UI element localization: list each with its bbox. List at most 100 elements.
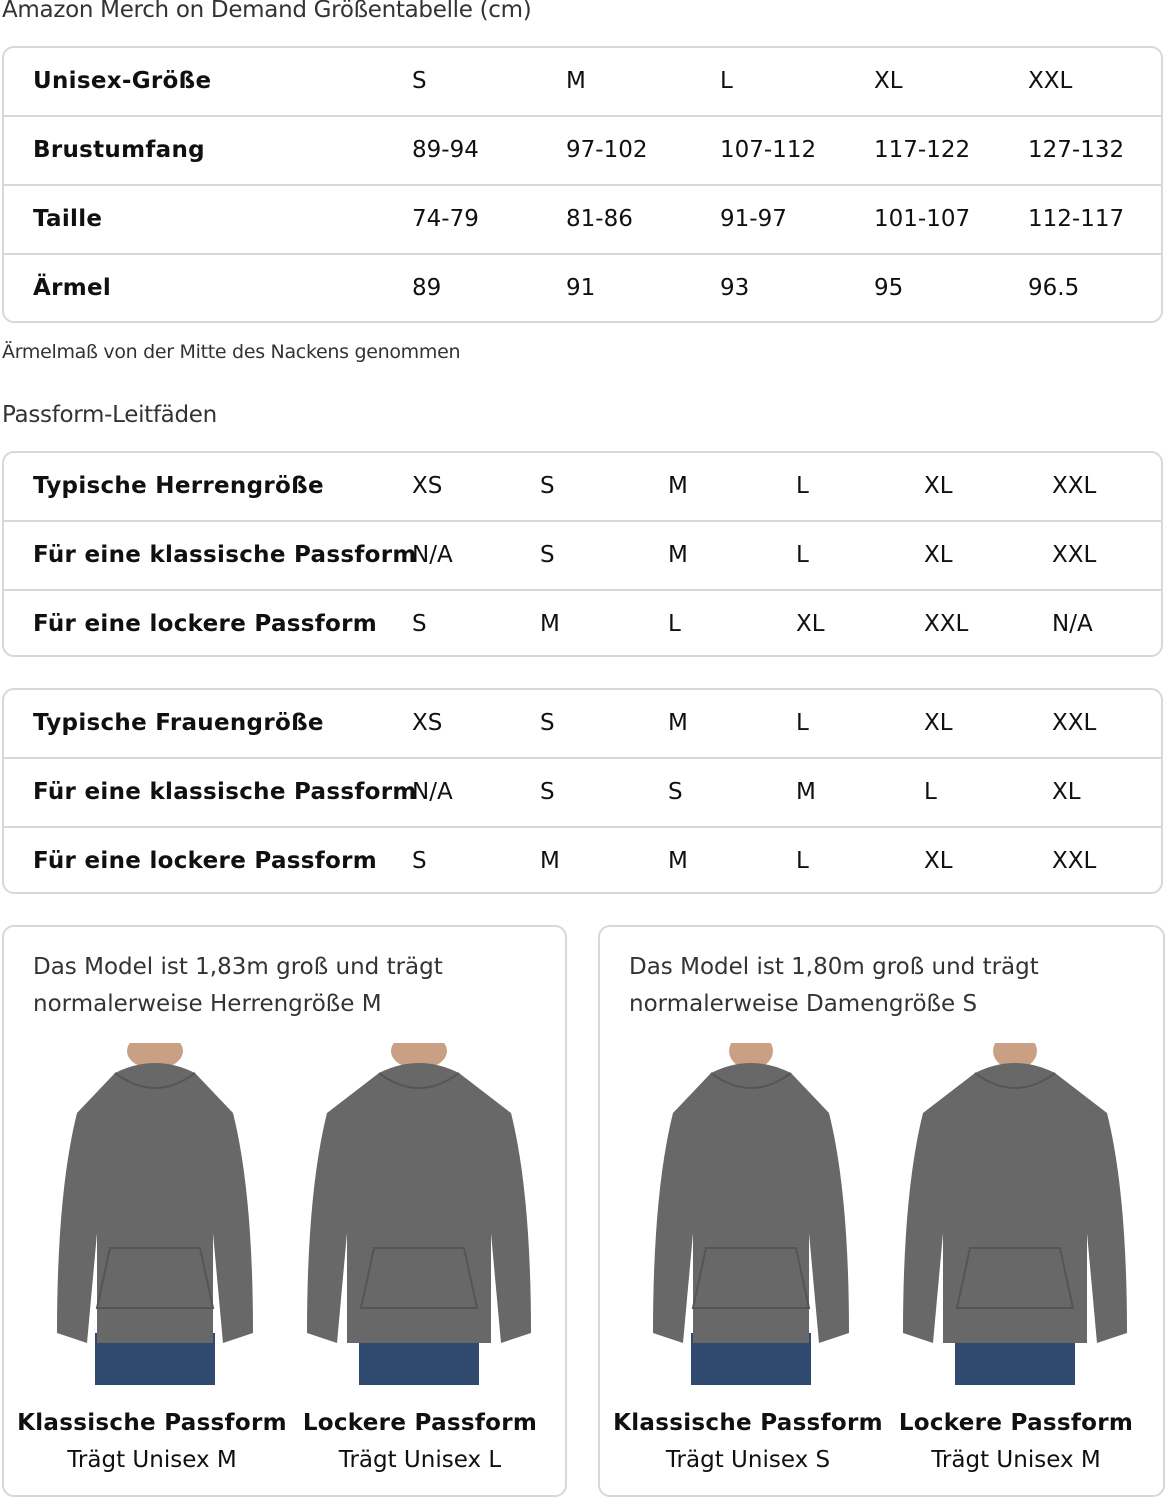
table-cell: 89	[412, 275, 442, 301]
fit-caption: Lockere Passform Trägt Unisex M	[881, 1405, 1151, 1479]
table-cell: M	[540, 611, 560, 637]
table-cell: 74-79	[412, 206, 479, 232]
table-cell: M	[540, 848, 560, 874]
table-cell: 96.5	[1028, 275, 1080, 301]
pocket	[359, 1247, 479, 1309]
table-row: Taille 74-79 81-86 91-97 101-107 112-117	[4, 186, 1161, 255]
table-cell: 101-107	[874, 206, 971, 232]
table-cell: L	[796, 710, 809, 736]
table-cell: XXL	[1052, 848, 1097, 874]
model-photo	[900, 1033, 1130, 1385]
table-cell: L	[720, 68, 733, 94]
hood	[378, 1072, 460, 1089]
table-cell: 127-132	[1028, 137, 1125, 163]
fit-size: Trägt Unisex L	[338, 1447, 502, 1473]
fit-guide-title: Passform-Leitfäden	[2, 402, 217, 428]
row-label: Für eine klassische Passform	[33, 542, 417, 568]
table-cell: M	[668, 848, 688, 874]
table-cell: XL	[924, 848, 953, 874]
table-cell: 97-102	[566, 137, 648, 163]
model-photo	[40, 1033, 270, 1385]
row-label: Für eine klassische Passform	[33, 779, 417, 805]
table-cell: M	[668, 710, 688, 736]
table-cell: 91	[566, 275, 596, 301]
table-cell: M	[566, 68, 586, 94]
table-row: Brustumfang 89-94 97-102 107-112 117-122 127-…	[4, 117, 1161, 186]
fit-size: Trägt Unisex M	[931, 1447, 1101, 1473]
table-cell: XXL	[1052, 542, 1097, 568]
row-label: Brustumfang	[33, 137, 205, 163]
row-label: Unisex-Größe	[33, 68, 212, 94]
sleeve-note: Ärmelmaß von der Mitte des Nackens genom…	[2, 341, 461, 363]
fit-title: Lockere Passform	[302, 1410, 538, 1436]
table-cell: 81-86	[566, 206, 633, 232]
table-cell: 117-122	[874, 137, 971, 163]
table-cell: 95	[874, 275, 904, 301]
hood	[710, 1072, 792, 1089]
table-cell: L	[796, 848, 809, 874]
table-cell: S	[540, 542, 555, 568]
fit-title: Klassische Passform	[613, 1410, 883, 1436]
pocket	[691, 1247, 811, 1309]
table-cell: S	[540, 473, 555, 499]
fit-size: Trägt Unisex S	[665, 1447, 831, 1473]
table-cell: M	[796, 779, 816, 805]
table-cell: L	[796, 473, 809, 499]
hoodie-body	[903, 1063, 1127, 1343]
hoodie-body	[307, 1063, 531, 1343]
hood	[974, 1072, 1056, 1089]
table-cell: XXL	[1052, 710, 1097, 736]
table-cell: M	[668, 473, 688, 499]
fit-title: Lockere Passform	[898, 1410, 1134, 1436]
table-row: Für eine lockere Passform S M L XL XXL N/A	[4, 591, 1161, 660]
row-label: Ärmel	[33, 275, 112, 301]
table-cell: XS	[412, 710, 443, 736]
table-cell: N/A	[412, 542, 453, 568]
table-cell: L	[924, 779, 937, 805]
row-label: Für eine lockere Passform	[33, 848, 378, 874]
row-label: Taille	[33, 206, 103, 232]
unisex-size-table: Unisex-Größe S M L XL XXL Brustumfang 89-94 97-1…	[2, 46, 1163, 323]
table-cell: 91-97	[720, 206, 787, 232]
row-label: Für eine lockere Passform	[33, 611, 378, 637]
table-row: Für eine lockere Passform S M M L XL XXL	[4, 828, 1161, 897]
model-card-men: Das Model ist 1,83m groß und trägt norma…	[2, 925, 567, 1497]
row-label: Typische Frauengröße	[33, 710, 324, 736]
table-cell: XXL	[1052, 473, 1097, 499]
fit-title: Klassische Passform	[17, 1410, 287, 1436]
hood	[114, 1072, 196, 1089]
table-row: Ärmel 89 91 93 95 96.5	[4, 255, 1161, 324]
table-cell: M	[668, 542, 688, 568]
table-cell: L	[796, 542, 809, 568]
table-row: Typische Frauengröße XS S M L XL XXL	[4, 690, 1161, 759]
table-cell: N/A	[412, 779, 453, 805]
table-cell: XL	[924, 710, 953, 736]
table-cell: S	[668, 779, 683, 805]
model-photo	[636, 1033, 866, 1385]
table-cell: S	[412, 611, 427, 637]
table-cell: XL	[796, 611, 825, 637]
hoodie-body	[653, 1063, 849, 1343]
table-row: Für eine klassische Passform N/A S S M L XL	[4, 759, 1161, 828]
table-cell: 107-112	[720, 137, 817, 163]
table-cell: XXL	[924, 611, 969, 637]
fit-caption: Klassische Passform Trägt Unisex M	[17, 1405, 287, 1479]
hoodie-body	[57, 1063, 253, 1343]
table-row: Typische Herrengröße XS S M L XL XXL	[4, 453, 1161, 522]
table-cell: S	[540, 779, 555, 805]
women-fit-table: Typische Frauengröße XS S M L XL XXL Für eine k…	[2, 688, 1163, 894]
pocket	[955, 1247, 1075, 1309]
model-card-women: Das Model ist 1,80m groß und trägt norma…	[598, 925, 1165, 1497]
table-cell: 89-94	[412, 137, 479, 163]
model-description: Das Model ist 1,83m groß und trägt norma…	[33, 954, 443, 1017]
table-cell: S	[540, 710, 555, 736]
table-cell: XL	[1052, 779, 1081, 805]
page-title: Amazon Merch on Demand Größentabelle (cm…	[2, 0, 532, 23]
fit-caption: Klassische Passform Trägt Unisex S	[613, 1405, 883, 1479]
table-cell: 93	[720, 275, 750, 301]
table-cell: N/A	[1052, 611, 1093, 637]
table-cell: XS	[412, 473, 443, 499]
table-cell: XL	[924, 542, 953, 568]
model-photo	[304, 1033, 534, 1385]
table-cell: L	[668, 611, 681, 637]
